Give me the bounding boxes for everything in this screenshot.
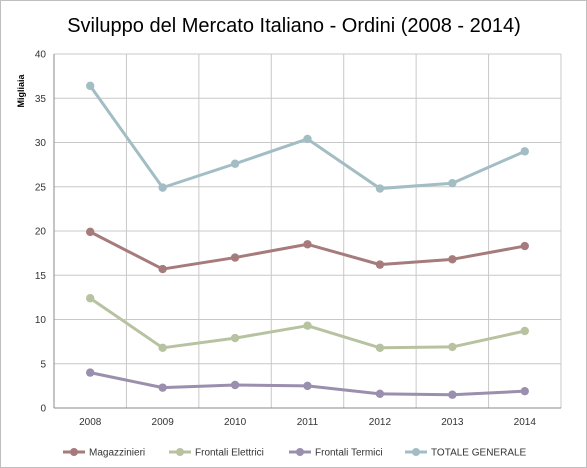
legend: Magazzinieri Frontali Elettrici Frontali T… bbox=[63, 448, 527, 459]
data-point bbox=[303, 381, 312, 391]
y-tick-label: 15 bbox=[35, 271, 47, 282]
data-point bbox=[520, 241, 529, 251]
y-tick-label: 40 bbox=[35, 50, 47, 61]
data-point bbox=[375, 389, 385, 399]
data-point bbox=[86, 294, 95, 303]
series-layer bbox=[86, 81, 529, 399]
legend-swatch-marker bbox=[70, 448, 78, 456]
x-tick-label: 2013 bbox=[441, 417, 464, 428]
legend-label: TOTALE GENERALE bbox=[431, 448, 527, 459]
data-point bbox=[520, 147, 529, 156]
x-tick-label: 2008 bbox=[79, 417, 102, 428]
legend-label: Frontali Termici bbox=[315, 448, 383, 459]
y-tick-label: 25 bbox=[35, 182, 47, 193]
x-tick-label: 2009 bbox=[152, 417, 175, 428]
data-point bbox=[448, 342, 457, 352]
data-point bbox=[303, 321, 312, 330]
legend-swatch-marker bbox=[296, 448, 304, 456]
x-tick-label: 2010 bbox=[224, 417, 247, 428]
data-point bbox=[158, 183, 167, 192]
series-2 bbox=[86, 368, 529, 399]
data-point bbox=[303, 134, 312, 144]
data-point bbox=[448, 255, 457, 264]
axes: 0 5 10 15 20 25 30 35 40 2008 2009 2010 2011 2012 2013… bbox=[35, 50, 561, 428]
data-point bbox=[230, 333, 240, 343]
y-tick-label: 35 bbox=[35, 94, 47, 105]
legend-label: Magazzinieri bbox=[89, 448, 145, 459]
data-point bbox=[86, 227, 95, 237]
data-point bbox=[230, 159, 240, 168]
y-axis-label: Migliaia bbox=[16, 74, 26, 108]
data-point bbox=[303, 240, 312, 249]
legend-swatch-marker bbox=[412, 448, 420, 456]
data-point bbox=[375, 184, 385, 193]
data-point bbox=[230, 380, 240, 390]
legend-item: Frontali Termici bbox=[289, 448, 383, 459]
x-tick-label: 2012 bbox=[369, 417, 392, 428]
legend-item: TOTALE GENERALE bbox=[405, 448, 527, 459]
x-tick-label: 2011 bbox=[297, 417, 319, 428]
data-point bbox=[230, 253, 240, 262]
data-point bbox=[375, 343, 385, 353]
data-point bbox=[158, 343, 167, 353]
legend-label: Frontali Elettrici bbox=[195, 448, 264, 459]
series-3 bbox=[86, 81, 529, 193]
x-tick-label: 2014 bbox=[514, 417, 537, 428]
legend-item: Magazzinieri bbox=[63, 448, 145, 459]
series-line bbox=[89, 230, 526, 271]
data-point bbox=[520, 386, 529, 396]
data-point bbox=[158, 264, 167, 274]
data-point bbox=[158, 383, 167, 392]
legend-item: Frontali Elettrici bbox=[169, 448, 264, 459]
series-0 bbox=[86, 227, 529, 274]
data-point bbox=[86, 368, 95, 377]
chart-title: Sviluppo del Mercato Italiano - Ordini (… bbox=[67, 15, 521, 37]
y-tick-label: 0 bbox=[40, 404, 46, 415]
data-point bbox=[448, 179, 457, 188]
series-1 bbox=[86, 294, 529, 353]
y-tick-label: 20 bbox=[35, 227, 47, 238]
y-tick-label: 10 bbox=[35, 315, 47, 326]
y-tick-label: 30 bbox=[35, 138, 47, 149]
data-point bbox=[375, 260, 385, 269]
y-tick-label: 5 bbox=[40, 359, 46, 370]
data-point bbox=[86, 81, 95, 91]
data-point bbox=[448, 390, 457, 399]
legend-swatch-marker bbox=[176, 448, 184, 456]
data-point bbox=[520, 326, 529, 336]
grid bbox=[54, 53, 562, 408]
